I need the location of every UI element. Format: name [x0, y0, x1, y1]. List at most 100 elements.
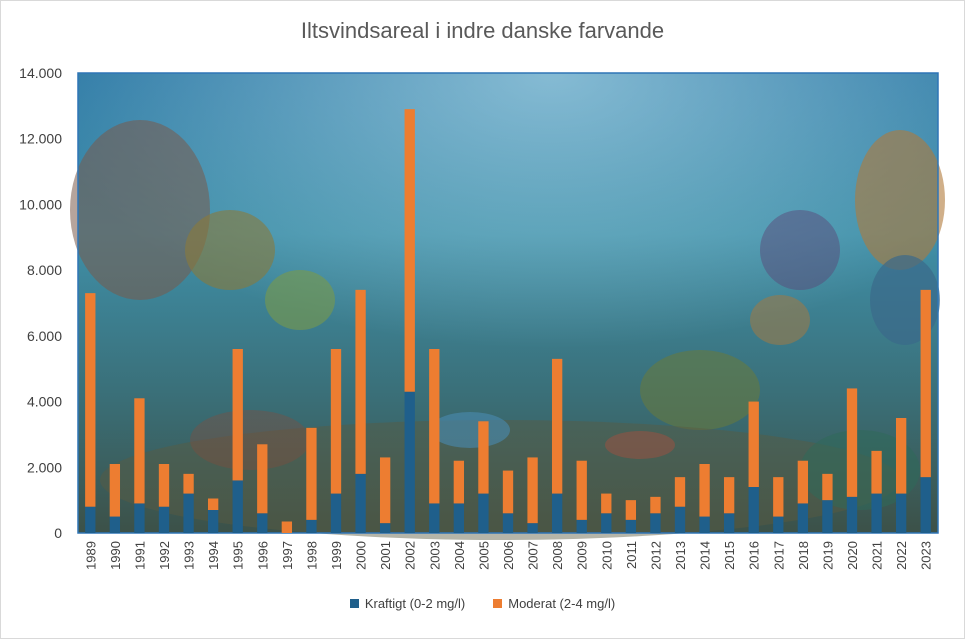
bar-kraftigt-1999 [330, 493, 342, 533]
underwater-background [70, 73, 945, 540]
bar-kraftigt-2007 [527, 523, 538, 533]
bar-kraftigt-2021 [871, 493, 882, 533]
bar-moderat-1995 [232, 349, 243, 481]
legend-label-moderat: Moderat (2-4 mg/l) [508, 596, 616, 611]
chart-title: Iltsvindsareal i indre danske farvande [300, 18, 665, 43]
x-tick-label: 2005 [476, 541, 491, 570]
y-tick-label: 6.000 [27, 328, 62, 344]
bar-kraftigt-2010 [601, 513, 612, 533]
x-tick-label: 2022 [894, 541, 909, 570]
bar-moderat-2013 [674, 477, 686, 507]
bar-kraftigt-1998 [306, 519, 317, 533]
legend: Kraftigt (0-2 mg/l) Moderat (2-4 mg/l) [0, 596, 965, 611]
x-tick-label: 2002 [403, 541, 418, 570]
x-tick-label: 1990 [108, 541, 123, 570]
bar-kraftigt-2014 [699, 516, 710, 533]
bar-moderat-2014 [699, 464, 710, 517]
x-tick-label: 2014 [698, 541, 713, 570]
bar-moderat-1991 [134, 398, 145, 504]
x-tick-label: 2004 [452, 541, 467, 570]
bar-kraftigt-2003 [429, 503, 440, 533]
bar-moderat-1994 [207, 498, 219, 510]
bar-kraftigt-2023 [920, 477, 931, 533]
bar-moderat-2010 [601, 493, 612, 514]
x-tick-label: 2021 [870, 541, 885, 570]
bar-kraftigt-2006 [502, 513, 514, 533]
bar-moderat-1998 [306, 427, 317, 520]
x-tick-label: 2018 [796, 541, 811, 570]
bar-moderat-2018 [797, 460, 809, 504]
bars-group [85, 109, 931, 533]
bar-kraftigt-2015 [723, 513, 735, 533]
y-tick-label: 12.000 [19, 131, 62, 147]
x-tick-label: 2009 [575, 541, 590, 570]
y-tick-label: 4.000 [27, 394, 62, 410]
bar-kraftigt-1993 [183, 493, 194, 533]
x-tick-label: 2006 [501, 541, 516, 570]
y-tick-label: 14.000 [19, 65, 62, 81]
bar-moderat-2001 [379, 457, 391, 524]
bar-moderat-2006 [502, 470, 514, 514]
y-axis: 0 2.000 4.000 6.000 8.000 10.000 12.000 14.000 [19, 65, 62, 541]
x-tick-label: 1991 [132, 541, 147, 570]
bar-moderat-2012 [650, 496, 661, 514]
bar-moderat-2003 [429, 349, 440, 504]
x-tick-label: 2010 [599, 541, 614, 570]
x-tick-label: 2001 [378, 541, 393, 570]
bar-moderat-2008 [551, 358, 563, 494]
legend-swatch-moderat [493, 599, 503, 608]
x-tick-label: 1999 [329, 541, 344, 570]
bar-moderat-2022 [895, 418, 907, 494]
bar-kraftigt-2000 [355, 473, 366, 533]
bar-kraftigt-2017 [773, 516, 784, 533]
bar-kraftigt-2002 [404, 391, 415, 533]
legend-label-kraftigt: Kraftigt (0-2 mg/l) [364, 596, 466, 611]
x-tick-label: 2008 [550, 541, 565, 570]
bar-moderat-2017 [773, 477, 784, 517]
bar-moderat-2021 [871, 450, 882, 494]
bar-kraftigt-1989 [85, 506, 96, 533]
legend-item-moderat: Moderat (2-4 mg/l) [493, 596, 615, 611]
x-tick-label: 2003 [427, 541, 442, 570]
bar-moderat-2007 [527, 457, 538, 524]
x-axis: 1989 1990 1991 1992 1993 1994 1995 1996 1997 1998… [83, 541, 933, 570]
legend-item-kraftigt: Kraftigt (0-2 mg/l) [349, 596, 466, 611]
bar-moderat-2000 [355, 289, 366, 474]
x-tick-label: 2023 [919, 541, 934, 570]
x-tick-label: 2019 [820, 541, 835, 570]
bar-moderat-1992 [158, 464, 170, 507]
bar-kraftigt-2008 [551, 493, 563, 533]
x-tick-label: 2000 [354, 541, 369, 570]
bar-moderat-1997 [281, 521, 293, 533]
y-tick-label: 0 [54, 525, 62, 541]
x-tick-label: 1996 [255, 541, 270, 570]
bar-moderat-2004 [453, 460, 465, 504]
x-tick-label: 2020 [845, 541, 860, 570]
bar-kraftigt-1994 [207, 510, 219, 533]
y-tick-label: 2.000 [27, 459, 62, 475]
y-tick-label: 10.000 [19, 196, 62, 212]
x-tick-label: 1997 [280, 541, 295, 570]
bar-moderat-2019 [822, 473, 833, 501]
legend-swatch-kraftigt [349, 599, 359, 608]
x-tick-label: 2011 [624, 541, 639, 569]
y-tick-label: 8.000 [27, 262, 62, 278]
bar-kraftigt-2005 [478, 493, 489, 533]
bar-kraftigt-2009 [576, 519, 587, 533]
bar-kraftigt-2012 [650, 513, 661, 533]
bar-kraftigt-2016 [748, 487, 759, 533]
x-tick-label: 1994 [206, 541, 221, 570]
bar-kraftigt-1995 [232, 480, 243, 533]
bar-moderat-2020 [846, 388, 858, 497]
x-tick-label: 2013 [673, 541, 688, 570]
bar-moderat-2005 [478, 421, 489, 494]
x-tick-label: 2017 [771, 541, 786, 570]
bar-kraftigt-2018 [797, 503, 809, 533]
x-tick-label: 2012 [648, 541, 663, 570]
x-tick-label: 2015 [722, 541, 737, 570]
bar-kraftigt-1996 [257, 513, 268, 533]
bar-moderat-1999 [330, 349, 342, 494]
bar-moderat-2023 [920, 289, 931, 478]
x-tick-label: 1995 [231, 541, 246, 570]
